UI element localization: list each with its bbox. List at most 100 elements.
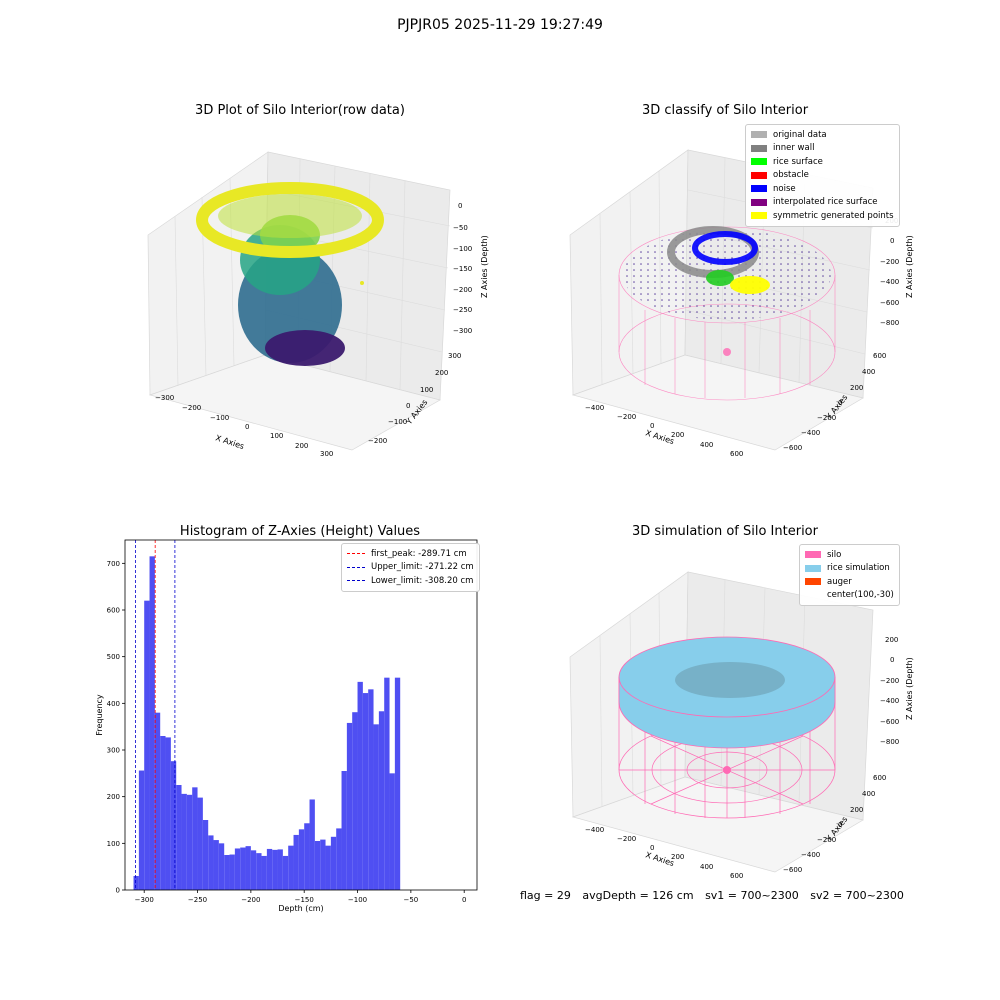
classify-xtick: −200 [617,413,636,421]
histogram-bar [245,846,251,890]
histogram-bar [309,799,315,890]
histogram-bar [144,600,150,890]
simulation-xtick: 200 [671,853,684,861]
legend-swatch [805,564,821,572]
raw-outlier [360,281,364,285]
raw-xlabel: X Axies [214,433,245,451]
simulation-xtick: 600 [730,872,743,880]
raw-xtick: 0 [245,423,249,431]
raw-ztick: −300 [453,327,472,335]
classify-center-mark [723,348,731,356]
histogram-bar [218,843,225,890]
histogram-yticks: 0 100 200 300 400 500 600 700 [107,560,125,895]
histogram-bar [133,876,139,890]
histogram-vlines [135,540,176,890]
histogram-ytick-label: 300 [107,747,120,755]
simulation-ztick: −400 [880,697,899,705]
raw-top-ring [196,182,384,258]
histogram-xtick-label: −100 [348,896,367,904]
classify-xtick: 0 [650,422,654,430]
simulation-ztick: −800 [880,738,899,746]
histogram-bar [325,845,331,890]
histogram-bars [133,556,401,890]
simulation-pane-floor [571,776,864,873]
simulation-3d-plot: −400 −200 0 200 400 600 X Axies 600 400 … [569,571,914,880]
classify-xtick: 400 [700,441,713,449]
raw-pane-floor [148,354,441,451]
raw-ytick: −200 [368,437,387,445]
avg-depth-text: avgDepth = 126 cm [582,889,694,902]
histogram-xticks: −300 −250 −200 −150 −100 −50 0 [135,890,466,904]
histogram-bar [293,834,299,890]
histogram-bar [282,855,289,890]
legend-item: obstacle [751,169,894,183]
legend-line [347,580,365,582]
histogram-bar [186,794,193,890]
classify-noise [692,231,758,265]
histogram-bar [378,711,385,890]
raw-plot-title: 3D Plot of Silo Interior(row data) [195,103,405,118]
histogram-axes-frame [124,539,478,891]
histogram-bar [352,712,358,890]
histogram-bar [266,848,273,890]
legend-swatch [751,171,767,179]
histogram-xtick-label: −50 [403,896,418,904]
legend-item: Upper_limit: -271.22 cm [347,561,474,575]
histogram-bar [368,689,374,890]
legend-item: interpolated rice surface [751,196,894,210]
raw-xtick: 200 [295,442,308,450]
simulation-xtick: 400 [700,863,713,871]
histogram-bar [373,724,379,890]
histogram-bar [341,771,347,890]
simulation-center-mark [723,766,731,774]
legend-line [347,566,365,568]
histogram-xtick-label: −300 [135,896,154,904]
classify-rice-surface [706,270,734,286]
legend-swatch [751,185,767,193]
raw-ztick: −250 [453,306,472,314]
histogram-xtick-label: −200 [241,896,260,904]
histogram-title: Histogram of Z-Axies (Height) Values [179,524,421,539]
histogram-bar [362,693,369,890]
histogram-bar [256,853,262,890]
status-info: flag = 29 avgDepth = 126 cm sv1 = 700~23… [520,889,912,902]
classify-xtick: 600 [730,450,743,458]
raw-3d-plot: −300 −200 −100 0 100 200 300 X Axies 300… [147,151,489,458]
histogram-bar [314,841,321,890]
simulation-rice-top [618,636,836,718]
histogram-chart: −300 −250 −200 −150 −100 −50 0 0 100 200 300 400 50… [95,539,478,913]
simulation-ytick: 600 [873,774,886,782]
histogram-bar [288,845,294,890]
histogram-ytick-label: 600 [107,607,120,615]
simulation-ytick: −200 [817,836,836,844]
simulation-ztick: −600 [880,718,899,726]
raw-ztick: 0 [458,202,462,210]
legend-item: silo [805,548,894,562]
simulation-zlabel: Z Axies (Depth) [905,657,914,720]
legend-item: center(100,-30) [805,589,894,603]
classify-xtick: 200 [671,431,684,439]
histogram-bar [272,849,278,890]
legend-swatch [751,144,767,152]
simulation-ytick: −600 [783,866,802,874]
histogram-ytick-label: 500 [107,653,120,661]
histogram-bar [176,785,182,890]
histogram-xtick-label: 0 [462,896,466,904]
legend-swatch [805,551,821,559]
raw-ytick: 300 [448,352,461,360]
histogram-bar [234,848,241,890]
histogram-bar [298,829,305,890]
histogram-bar [330,836,337,890]
raw-xtick: −200 [182,404,201,412]
classify-ytick: −400 [801,429,820,437]
simulation-rice-dip [675,662,785,698]
histogram-bar [192,787,198,890]
histogram-ytick-label: 0 [116,887,120,895]
histogram-bar [389,773,395,890]
legend-swatch [751,131,767,139]
simulation-ztick: 200 [885,636,898,644]
histogram-bar [229,854,235,890]
simulation-xtick: −400 [585,826,604,834]
raw-ytick: 0 [406,402,410,410]
histogram-xtick-label: −150 [295,896,314,904]
